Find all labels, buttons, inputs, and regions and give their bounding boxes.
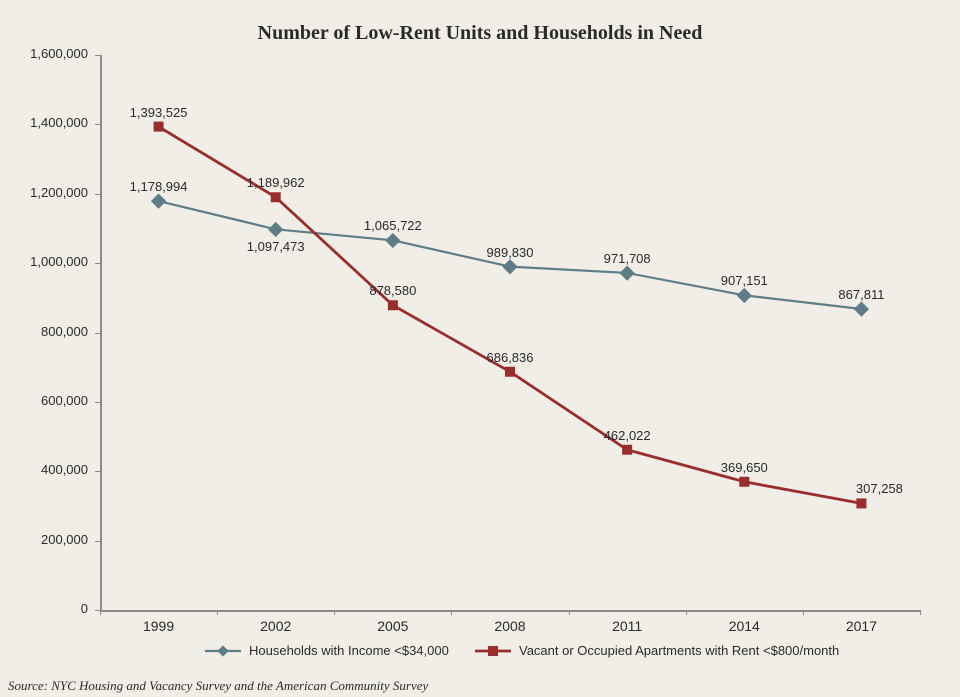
y-tick-label: 600,000 bbox=[41, 393, 88, 408]
data-label: 1,393,525 bbox=[114, 105, 204, 120]
x-tick-label: 2011 bbox=[587, 618, 667, 634]
x-tick-label: 2002 bbox=[236, 618, 316, 634]
x-tick-label: 1999 bbox=[119, 618, 199, 634]
x-tick-label: 2014 bbox=[704, 618, 784, 634]
data-label: 989,830 bbox=[465, 245, 555, 260]
legend-label: Vacant or Occupied Apartments with Rent … bbox=[519, 643, 839, 658]
data-label: 1,178,994 bbox=[114, 179, 204, 194]
legend-label: Households with Income <$34,000 bbox=[249, 643, 449, 658]
data-label: 971,708 bbox=[582, 251, 672, 266]
x-tick-label: 2005 bbox=[353, 618, 433, 634]
y-tick-label: 800,000 bbox=[41, 324, 88, 339]
x-tick-label: 2008 bbox=[470, 618, 550, 634]
data-label: 1,065,722 bbox=[348, 218, 438, 233]
source-text: Source: NYC Housing and Vacancy Survey a… bbox=[8, 678, 428, 694]
legend-item: Households with Income <$34,000 bbox=[205, 643, 449, 658]
chart-title: Number of Low-Rent Units and Households … bbox=[0, 22, 960, 45]
y-tick-label: 1,000,000 bbox=[30, 254, 88, 269]
x-tick-label: 2017 bbox=[821, 618, 901, 634]
y-tick-label: 200,000 bbox=[41, 532, 88, 547]
data-label: 462,022 bbox=[582, 428, 672, 443]
data-label: 907,151 bbox=[699, 273, 789, 288]
data-label: 878,580 bbox=[348, 283, 438, 298]
y-tick-label: 1,600,000 bbox=[30, 46, 88, 61]
y-tick-label: 1,400,000 bbox=[30, 115, 88, 130]
y-tick-label: 1,200,000 bbox=[30, 185, 88, 200]
data-label: 867,811 bbox=[816, 287, 906, 302]
legend-item: Vacant or Occupied Apartments with Rent … bbox=[475, 643, 839, 658]
data-label: 686,836 bbox=[465, 350, 555, 365]
y-tick-label: 0 bbox=[81, 601, 88, 616]
data-label: 1,097,473 bbox=[231, 239, 321, 254]
data-label: 1,189,962 bbox=[231, 175, 321, 190]
y-tick-label: 400,000 bbox=[41, 462, 88, 477]
data-label: 307,258 bbox=[834, 481, 924, 496]
data-label: 369,650 bbox=[699, 460, 789, 475]
